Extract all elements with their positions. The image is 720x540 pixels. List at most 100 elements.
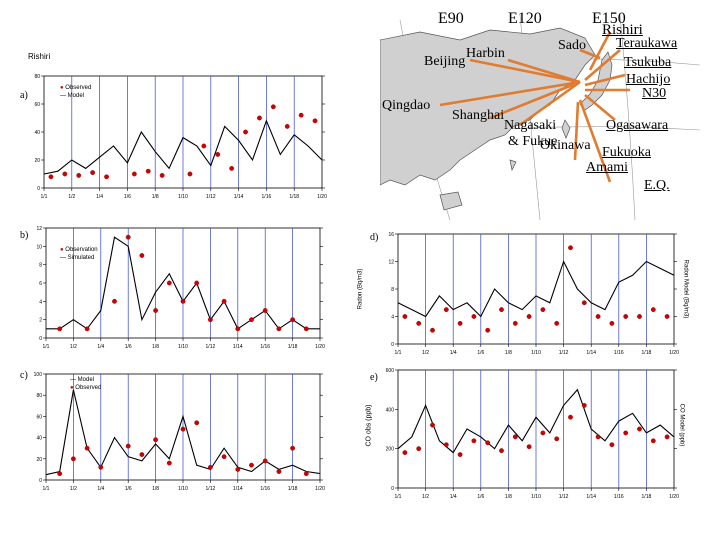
x-tick-label: 1/2 [70,486,77,490]
data-point [276,469,282,474]
legend: ● Observed — Model [60,84,91,100]
y-tick-label: 0 [39,336,42,342]
data-point [595,434,601,440]
panel-letter: d) [370,232,379,243]
data-point [90,170,96,176]
x-tick-label: 1/6 [124,194,131,200]
x-tick-label: 1/14 [586,494,596,500]
data-point [623,314,629,319]
x-tick-label: 1/16 [260,486,270,490]
chart-e: 1/1 1/2 1/4 1/6 1/8 1/10 1/12 1/14 1/16 1/18 1/20 0… [386,368,679,500]
longitude-label: E150 [592,10,626,27]
y-tick-label: 0 [37,186,40,192]
x-tick-label: 1/4 [450,494,457,500]
x-tick-label: 1/4 [450,350,457,356]
legend-item-observed: ● Observed [70,385,102,391]
station-label: Qingdao [382,98,431,113]
y-tick-label: 60 [36,414,42,420]
data-point [166,460,172,466]
x-tick-label: 1/16 [614,494,624,500]
data-point [235,326,241,332]
data-point [104,174,109,180]
data-point [71,456,76,462]
data-point [485,440,491,446]
legend: ● Observation — Simulated [60,246,98,262]
series-line [43,119,323,175]
data-point [276,326,282,332]
x-tick-label: 1/1 [395,494,402,500]
data-point [471,314,477,319]
data-point [637,314,642,319]
data-point [201,143,207,149]
y-axis-label: Radon (Bq/m3) [357,268,364,310]
data-point [416,320,422,326]
x-tick-label: 1/4 [97,344,104,350]
island-shape [509,159,517,172]
data-point [221,454,227,460]
data-point [145,168,151,174]
x-tick-label: 1/18 [642,350,652,356]
data-point [194,420,200,426]
data-point [540,307,546,313]
x-tick-label: 1/1 [43,344,50,350]
x-tick-label: 1/10 [531,350,541,356]
chart-a: 1/1 1/2 1/4 1/6 1/8 1/10 1/12 1/14 1/16 1/18 1/20 0… [34,74,327,200]
data-point [303,326,309,332]
data-point [623,430,629,436]
data-point [664,314,670,319]
data-point [512,434,518,440]
data-point [540,430,546,436]
data-point [153,308,159,313]
data-point [48,174,54,180]
x-tick-label: 1/4 [96,194,103,200]
panel-e: e) CO obs (ppb) CO Model (ppb) 1/1 1/2 1/4… [364,362,696,502]
station-label: Okinawa [540,138,591,153]
data-point [430,422,435,428]
y-tick-label: 80 [36,393,42,399]
station-arrows [439,31,630,183]
y-tick-label: 60 [34,102,40,108]
legend-item-observed: ● Observed [60,85,92,91]
y-tick-label: 600 [386,368,395,374]
data-point [284,124,290,129]
x-tick-label: 1/1 [41,194,48,200]
data-point [526,444,532,450]
data-point [166,280,172,286]
x-tick-label: 1/14 [234,194,244,200]
station-label: Ogasawara [606,118,669,133]
data-point [187,171,193,177]
data-point [416,446,422,452]
x-tick-label: 1/2 [68,194,75,200]
chart-c: 1/1 1/2 1/4 1/6 1/8 1/10 1/12 1/14 1/16 1/18 1/20 0… [34,372,325,490]
y-tick-label: 40 [36,436,42,442]
station-label: Rishiri [602,22,643,38]
x-tick-label: 1/14 [233,344,243,350]
panel-letter: b) [20,230,29,241]
data-point [609,320,615,326]
panel-letter: e) [370,372,378,383]
data-point [194,280,200,286]
x-tick-label: 1/20 [315,344,325,350]
y-tick-label: 100 [34,372,43,378]
data-point [554,320,560,326]
legend-item-model: — Model [60,93,85,99]
x-tick-label: 1/10 [178,486,188,490]
y-tick-label: 0 [391,342,394,348]
data-point [139,253,145,258]
data-point [290,317,295,323]
data-point [153,437,159,443]
x-tick-label: 1/16 [260,344,270,350]
data-point [57,326,63,332]
y-tick-label: 0 [39,478,42,484]
data-point [430,327,435,333]
panel-title: Rishiri [28,52,51,61]
data-point [650,438,656,444]
y-tick-label: 0 [391,486,394,492]
x-tick-label: 1/12 [559,494,569,500]
data-point [471,438,477,444]
y-tick-label: 10 [36,244,42,250]
y-tick-label: 4 [391,315,394,321]
y-tick-label: 4 [39,299,42,305]
legend-item-model: — Model [70,377,95,383]
longitude-label: E120 [508,10,542,27]
